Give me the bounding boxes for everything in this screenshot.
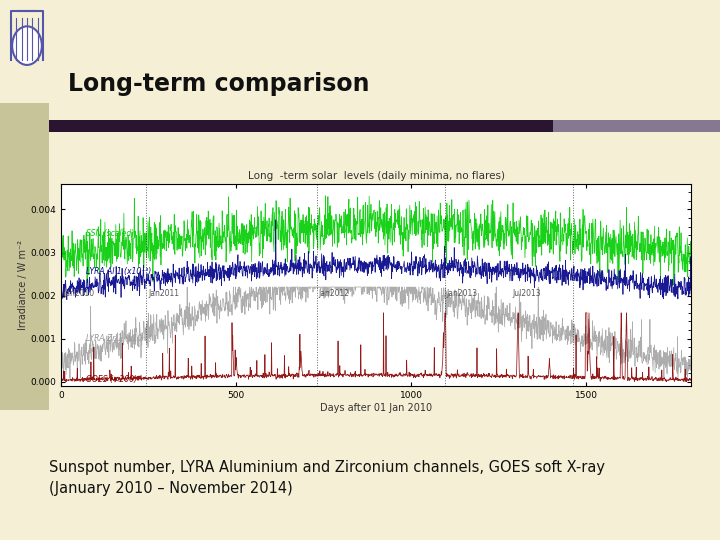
- Bar: [49, 120, 553, 132]
- Text: SSN (scaled): SSN (scaled): [86, 228, 134, 238]
- Text: LYRA Zr 1 (x10⁻³): LYRA Zr 1 (x10⁻³): [86, 334, 152, 343]
- Ellipse shape: [12, 26, 42, 65]
- Text: Jan2011: Jan2011: [148, 289, 179, 298]
- Text: Jan2013: Jan2013: [446, 289, 477, 298]
- Y-axis label: Irradiance / W m⁻²: Irradiance / W m⁻²: [18, 240, 27, 330]
- Text: Jul2013: Jul2013: [513, 289, 541, 298]
- Text: GOES (<200): GOES (<200): [86, 375, 137, 384]
- Title: Long  -term solar  levels (daily minima, no flares): Long -term solar levels (daily minima, n…: [248, 171, 505, 181]
- X-axis label: Days after 01 Jan 2010: Days after 01 Jan 2010: [320, 403, 432, 413]
- Bar: [553, 120, 720, 132]
- Text: Jan2010: Jan2010: [63, 289, 94, 298]
- Bar: [0, 103, 49, 410]
- Text: Long-term comparison: Long-term comparison: [68, 72, 370, 96]
- Text: LYRA Al 1 (x10⁻³): LYRA Al 1 (x10⁻³): [86, 267, 151, 276]
- Text: Sunspot number, LYRA Aluminium and Zirconium channels, GOES soft X-ray
(January : Sunspot number, LYRA Aluminium and Zirco…: [49, 460, 605, 496]
- Text: Jan2012: Jan2012: [319, 289, 350, 298]
